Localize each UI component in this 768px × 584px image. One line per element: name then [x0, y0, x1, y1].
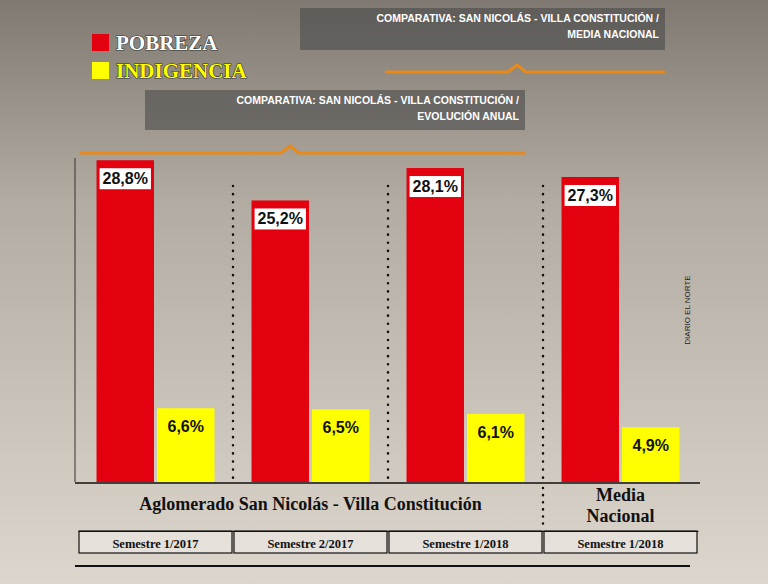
bar — [407, 168, 464, 482]
data-label-box — [100, 168, 151, 189]
category-box — [79, 531, 232, 553]
data-label: 6,1% — [478, 424, 514, 441]
data-label-text: 27,3% — [568, 187, 613, 204]
x-tick: Semestre 1/2017 — [112, 531, 198, 551]
data-labels: 28,8% 25,2% 28,1% 27,3% 6,6% 6,5% 6,1% 4,9% — [100, 168, 669, 454]
annotation: DIARIO EL NORTE — [683, 275, 692, 344]
category-box — [544, 531, 697, 553]
baseline — [75, 482, 700, 484]
x-tick: Semestre 1/2018 — [422, 531, 508, 551]
legend-swatch — [92, 34, 109, 51]
title-box — [300, 8, 665, 50]
legend: POBREZA INDIGENCIA — [92, 31, 248, 83]
category-box — [234, 531, 387, 553]
category-group-label: MediaNacional — [586, 485, 654, 526]
data-label-text: 6,5% — [323, 419, 359, 436]
title-line: COMPARATIVA: SAN NICOLÁS - VILLA CONSTIT… — [376, 12, 659, 24]
title-line: MEDIA NACIONAL — [567, 28, 659, 40]
x-tick: Semestre 1/2018 — [577, 531, 663, 551]
legend-swatch — [92, 62, 109, 79]
category-box — [389, 531, 542, 553]
category-group-label: Aglomerado San Nicolás - Villa Constituc… — [139, 494, 482, 514]
bar — [97, 160, 154, 482]
data-label-text: 4,9% — [633, 437, 669, 454]
x-tick-label: Semestre 1/2018 — [577, 537, 663, 551]
bar — [562, 177, 619, 482]
bar — [467, 414, 524, 482]
chart-container: COMPARATIVA: SAN NICOLÁS - VILLA CONSTIT… — [0, 0, 768, 584]
y-axis-line — [75, 158, 76, 482]
bar — [157, 408, 214, 482]
category-separator — [232, 186, 235, 480]
subtitle: COMPARATIVA: SAN NICOLÁS - VILLA CONSTIT… — [236, 94, 519, 122]
data-label-text: 6,1% — [478, 424, 514, 441]
category-group-line: Media — [596, 485, 645, 505]
bars — [97, 160, 680, 482]
category-boxes — [79, 531, 697, 553]
x-axis-line — [79, 531, 699, 532]
legend-label: INDIGENCIA — [116, 59, 248, 83]
data-label-text: 6,6% — [168, 418, 204, 435]
bar — [252, 200, 309, 482]
data-label: 28,8% — [100, 168, 151, 189]
category-group-line: Nacional — [586, 506, 654, 526]
x-tick: Semestre 2/2017 — [267, 531, 353, 551]
data-label-text: 28,1% — [413, 178, 458, 195]
data-label: 25,2% — [255, 208, 306, 229]
data-label: 27,3% — [565, 185, 616, 206]
x-axis: Semestre 1/2017 Semestre 2/2017 Semestre 1… — [79, 531, 699, 551]
data-label-box — [255, 208, 306, 229]
x-tick-label: Semestre 1/2017 — [112, 537, 198, 551]
subtitle-line: COMPARATIVA: SAN NICOLÁS - VILLA CONSTIT… — [236, 94, 519, 106]
title-rule — [385, 65, 665, 72]
x-tick-label: Semestre 2/2017 — [267, 537, 353, 551]
category-separator — [542, 186, 545, 480]
data-label: 28,1% — [410, 176, 461, 197]
data-label-text: 28,8% — [103, 170, 148, 187]
background — [0, 0, 768, 584]
category-groups: Aglomerado San Nicolás - Villa Constituc… — [139, 485, 654, 528]
subtitle-box — [145, 90, 525, 130]
bar — [312, 409, 369, 482]
x-tick-label: Semestre 1/2018 — [422, 537, 508, 551]
category-separator — [387, 186, 390, 480]
legend-label: POBREZA — [116, 31, 218, 55]
legend-item: INDIGENCIA — [92, 59, 248, 83]
subtitle-line: EVOLUCIÓN ANUAL — [417, 110, 519, 122]
bar — [622, 427, 679, 482]
data-label-box — [565, 185, 616, 206]
chart-svg: COMPARATIVA: SAN NICOLÁS - VILLA CONSTIT… — [0, 0, 768, 584]
subtitle-rule — [80, 146, 525, 153]
data-label: 6,6% — [168, 418, 204, 435]
legend-item: POBREZA — [92, 31, 218, 55]
category-group-separator — [542, 488, 545, 528]
data-label-text: 25,2% — [258, 210, 303, 227]
data-label: 6,5% — [323, 419, 359, 436]
bottom-rule — [75, 565, 690, 567]
data-label: 4,9% — [633, 437, 669, 454]
data-label-box — [410, 176, 461, 197]
title: COMPARATIVA: SAN NICOLÁS - VILLA CONSTIT… — [376, 12, 659, 40]
